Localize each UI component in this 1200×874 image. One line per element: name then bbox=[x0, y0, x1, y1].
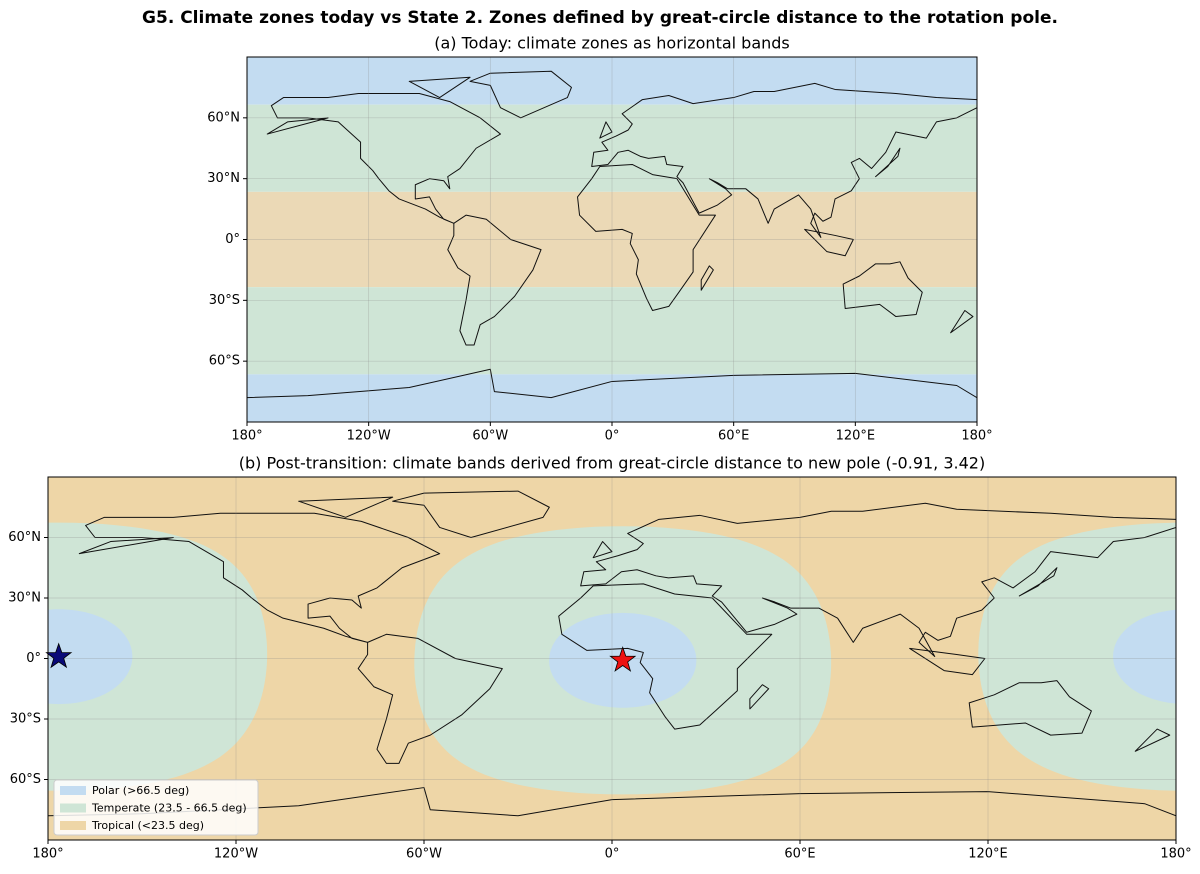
tropical-zone bbox=[247, 191, 977, 288]
polar-zone bbox=[48, 609, 133, 705]
legend-swatch bbox=[60, 786, 86, 795]
temperate-zone bbox=[247, 104, 977, 192]
x-tick-label: 60°W bbox=[472, 429, 508, 444]
x-tick-label: 0° bbox=[605, 847, 620, 862]
x-tick-label: 120°W bbox=[214, 847, 258, 862]
y-tick-label: 60°S bbox=[10, 772, 41, 787]
x-tick-label: 120°W bbox=[347, 429, 391, 444]
x-tick-label: 120°E bbox=[968, 847, 1008, 862]
temperate-zone bbox=[247, 287, 977, 375]
x-tick-label: 180° bbox=[231, 429, 262, 444]
x-tick-label: 180° bbox=[961, 429, 992, 444]
polar-zone bbox=[247, 374, 977, 422]
y-tick-label: 60°N bbox=[207, 110, 240, 125]
map-panel: (b) Post-transition: climate bands deriv… bbox=[8, 454, 1191, 862]
map-frame bbox=[246, 56, 978, 423]
temperate-zone bbox=[48, 522, 268, 791]
y-tick-label: 30°N bbox=[8, 591, 41, 606]
legend-label: Polar (>66.5 deg) bbox=[92, 784, 189, 797]
y-tick-label: 30°S bbox=[10, 712, 41, 727]
panel-title: (a) Today: climate zones as horizontal b… bbox=[434, 34, 790, 53]
pole-star bbox=[609, 646, 637, 672]
x-tick-label: 120°E bbox=[836, 429, 876, 444]
map-area bbox=[247, 57, 977, 422]
y-tick-label: 30°S bbox=[209, 293, 240, 308]
legend-label: Tropical (<23.5 deg) bbox=[91, 819, 204, 832]
y-tick-label: 60°S bbox=[209, 354, 240, 369]
panel-title: (b) Post-transition: climate bands deriv… bbox=[239, 454, 985, 473]
x-tick-label: 60°E bbox=[784, 847, 815, 862]
y-tick-label: 0° bbox=[225, 232, 240, 247]
legend: Polar (>66.5 deg) Temperate (23.5 - 66.5 … bbox=[53, 779, 259, 836]
legend-box bbox=[53, 779, 259, 836]
x-tick-label: 180° bbox=[32, 847, 63, 862]
x-tick-label: 180° bbox=[1160, 847, 1191, 862]
legend-swatch bbox=[60, 821, 86, 830]
x-tick-label: 60°E bbox=[718, 429, 749, 444]
polar-zone bbox=[247, 57, 977, 105]
figure-title: G5. Climate zones today vs State 2. Zone… bbox=[142, 8, 1058, 28]
map-panel: (a) Today: climate zones as horizontal b… bbox=[207, 34, 992, 444]
y-tick-label: 0° bbox=[26, 651, 41, 666]
legend-swatch bbox=[60, 803, 86, 813]
x-tick-label: 60°W bbox=[406, 847, 442, 862]
legend-label: Temperate (23.5 - 66.5 deg) bbox=[91, 802, 247, 815]
polar-zone bbox=[1113, 609, 1176, 704]
y-tick-label: 30°N bbox=[207, 171, 240, 186]
map-frame bbox=[47, 476, 1177, 841]
y-tick-label: 60°N bbox=[8, 530, 41, 545]
antipode-star bbox=[45, 642, 73, 669]
x-tick-label: 0° bbox=[605, 429, 620, 444]
